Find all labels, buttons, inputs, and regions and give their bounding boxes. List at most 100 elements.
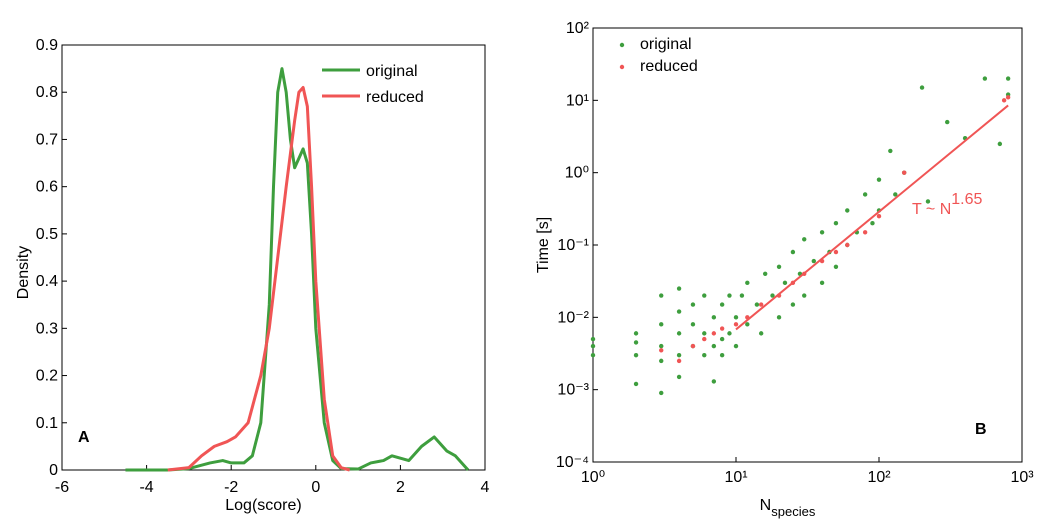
- data-point: [997, 141, 1003, 147]
- data-point: [901, 170, 907, 175]
- data-point: [633, 352, 639, 358]
- annotation-base: T ~ N: [912, 201, 951, 218]
- data-point: [633, 331, 639, 336]
- data-point: [676, 358, 682, 364]
- data-point: [790, 302, 796, 307]
- data-point: [782, 280, 788, 286]
- data-point: [719, 352, 725, 358]
- data-point: [633, 381, 639, 387]
- data-point: [833, 264, 839, 269]
- data-point: [745, 322, 750, 327]
- data-point: [676, 374, 682, 380]
- data-point: [719, 326, 725, 331]
- density-line: [125, 67, 470, 472]
- data-point: [733, 315, 739, 320]
- y-tick-label: 10⁻⁴: [556, 454, 589, 471]
- data-point: [690, 343, 696, 349]
- data-point: [676, 309, 682, 314]
- data-point: [702, 352, 707, 358]
- data-point: [659, 358, 664, 364]
- data-point: [862, 230, 868, 235]
- data-point: [590, 343, 596, 349]
- x-tick-label: -6: [55, 479, 69, 496]
- data-point: [702, 293, 707, 298]
- x-axis-label: Log(score): [225, 497, 301, 514]
- legend-label: reduced: [640, 58, 698, 75]
- data-point: [676, 331, 682, 336]
- data-point: [727, 331, 732, 336]
- data-point: [876, 177, 882, 182]
- data-point: [719, 302, 725, 307]
- y-tick-label: 0.6: [36, 179, 58, 196]
- data-point: [802, 237, 807, 242]
- data-point: [633, 340, 639, 345]
- data-point: [676, 286, 682, 291]
- data-point: [982, 76, 988, 81]
- x-tick-label: 2: [396, 479, 405, 496]
- x-tick-label: 4: [481, 479, 490, 496]
- data-point: [833, 249, 839, 255]
- legend-label: original: [366, 63, 418, 80]
- data-point: [676, 352, 682, 358]
- x-tick-label: -2: [224, 479, 238, 496]
- legend-swatch: [619, 64, 625, 70]
- data-point: [819, 280, 825, 286]
- annotation: T ~ N1.65: [912, 191, 983, 218]
- data-point: [776, 315, 782, 320]
- data-point: [862, 192, 868, 197]
- data-point: [690, 302, 696, 307]
- y-tick-label: 0.8: [36, 84, 58, 101]
- y-tick-label: 0: [49, 462, 58, 479]
- data-point: [711, 315, 717, 320]
- y-tick-label: 10⁻²: [557, 309, 589, 326]
- x-tick-label: 0: [311, 479, 320, 496]
- data-point: [790, 249, 796, 255]
- y-tick-label: 10⁻¹: [557, 237, 589, 254]
- data-point: [690, 322, 696, 327]
- data-point: [819, 230, 825, 235]
- x-tick-label: 10¹: [724, 469, 747, 486]
- panel: 10⁰ 10¹ 10² 10³ 10⁻⁴ 10⁻³ 10⁻² 10⁻¹ 10⁰ 10¹ 10² Nsp…: [535, 20, 1034, 519]
- data-point: [758, 302, 764, 307]
- y-tick-label: 0.1: [36, 415, 58, 432]
- data-point: [845, 242, 850, 248]
- data-point: [659, 390, 664, 396]
- data-point: [659, 322, 664, 327]
- data-point: [888, 148, 893, 154]
- fit-line: [735, 104, 1009, 331]
- data-point: [590, 336, 596, 342]
- data-point: [919, 85, 925, 90]
- y-tick-label: 0.3: [36, 320, 58, 337]
- x-tick-label: 10³: [1010, 469, 1034, 486]
- data-point: [659, 343, 664, 349]
- panel: -6 -4 -2 0 2 4 0 0.1 0.2 0.3 0.4 0.5 0.6 0.7 0.8 0.9 Log…: [15, 37, 490, 514]
- data-point: [893, 192, 898, 197]
- data-point: [1005, 95, 1011, 100]
- data-point: [733, 343, 739, 349]
- y-tick-label: 0.7: [36, 131, 58, 148]
- legend-swatch: [619, 42, 625, 48]
- data-point: [711, 379, 717, 384]
- y-tick-label: 0.2: [36, 368, 58, 385]
- x-tick-label: 10²: [867, 469, 891, 486]
- data-point: [876, 214, 882, 219]
- legend-label: original: [640, 36, 692, 53]
- data-point: [702, 336, 707, 342]
- data-point: [776, 264, 782, 269]
- data-point: [745, 280, 750, 286]
- y-axis-label: Time [s]: [535, 217, 552, 273]
- data-point: [762, 271, 768, 276]
- x-tick-label: -4: [139, 479, 153, 496]
- data-point: [590, 352, 596, 358]
- data-point: [945, 119, 950, 125]
- data-point: [770, 293, 775, 298]
- data-point: [719, 336, 725, 342]
- data-point: [727, 293, 732, 298]
- data-point: [659, 293, 664, 298]
- annotation-sup: 1.65: [951, 191, 982, 208]
- data-point: [659, 348, 664, 353]
- y-tick-label: 10⁰: [565, 165, 589, 182]
- data-point: [833, 221, 839, 226]
- data-point: [711, 343, 717, 349]
